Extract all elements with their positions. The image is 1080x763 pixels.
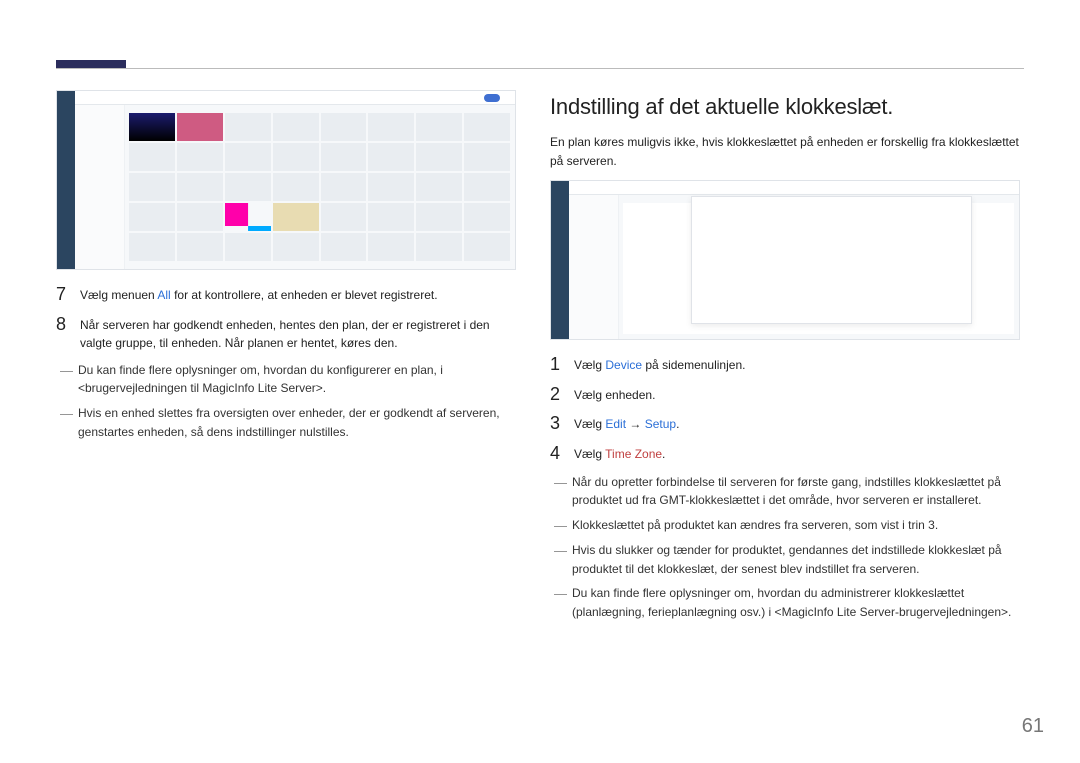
step-text: Når serveren har godkendt enheden, hente…: [80, 314, 516, 353]
dash-row: ―Du kan finde flere oplysninger om, hvor…: [550, 584, 1020, 621]
step-row: 4Vælg Time Zone.: [550, 443, 1020, 465]
step-number: 1: [550, 354, 574, 376]
step-row: 7Vælg menuen All for at kontrollere, at …: [56, 284, 516, 306]
dash-row: ―Klokkeslættet på produktet kan ændres f…: [550, 516, 1020, 536]
left-screenshot-thumbnail: [56, 90, 516, 270]
page-number: 61: [1022, 711, 1044, 741]
step-text: Vælg menuen All for at kontrollere, at e…: [80, 284, 516, 306]
step-text: Vælg Device på sidemenulinjen.: [574, 354, 1020, 376]
step-number: 3: [550, 413, 574, 435]
step-row: 1Vælg Device på sidemenulinjen.: [550, 354, 1020, 376]
step-row: 8Når serveren har godkendt enheden, hent…: [56, 314, 516, 353]
step-number: 7: [56, 284, 80, 306]
step-text: Vælg Edit → Setup.: [574, 413, 1020, 435]
dash-marker: ―: [56, 404, 78, 441]
dash-text: Du kan finde flere oplysninger om, hvord…: [572, 584, 1020, 621]
dash-marker: ―: [550, 584, 572, 621]
dash-text: Klokkeslættet på produktet kan ændres fr…: [572, 516, 1020, 536]
dash-row: ―Du kan finde flere oplysninger om, hvor…: [56, 361, 516, 398]
step-text: Vælg enheden.: [574, 384, 1020, 406]
dash-marker: ―: [550, 541, 572, 578]
step-number: 4: [550, 443, 574, 465]
dash-text: Når du opretter forbindelse til serveren…: [572, 473, 1020, 510]
right-screenshot-thumbnail: [550, 180, 1020, 340]
dash-marker: ―: [550, 473, 572, 510]
right-heading: Indstilling af det aktuelle klokkeslæt.: [550, 90, 1020, 123]
right-intro: En plan køres muligvis ikke, hvis klokke…: [550, 133, 1020, 170]
dash-text: Du kan finde flere oplysninger om, hvord…: [78, 361, 516, 398]
right-column: Indstilling af det aktuelle klokkeslæt. …: [550, 90, 1020, 628]
header-rule: [56, 68, 1024, 69]
dash-row: ―Hvis en enhed slettes fra oversigten ov…: [56, 404, 516, 441]
dash-row: ―Hvis du slukker og tænder for produktet…: [550, 541, 1020, 578]
step-row: 2Vælg enheden.: [550, 384, 1020, 406]
header-accent-bar: [56, 60, 126, 68]
step-row: 3Vælg Edit → Setup.: [550, 413, 1020, 435]
step-text: Vælg Time Zone.: [574, 443, 1020, 465]
step-number: 8: [56, 314, 80, 353]
dash-marker: ―: [550, 516, 572, 536]
dash-marker: ―: [56, 361, 78, 398]
left-column: 7Vælg menuen All for at kontrollere, at …: [56, 90, 516, 447]
dash-row: ―Når du opretter forbindelse til servere…: [550, 473, 1020, 510]
dash-text: Hvis en enhed slettes fra oversigten ove…: [78, 404, 516, 441]
step-number: 2: [550, 384, 574, 406]
dash-text: Hvis du slukker og tænder for produktet,…: [572, 541, 1020, 578]
